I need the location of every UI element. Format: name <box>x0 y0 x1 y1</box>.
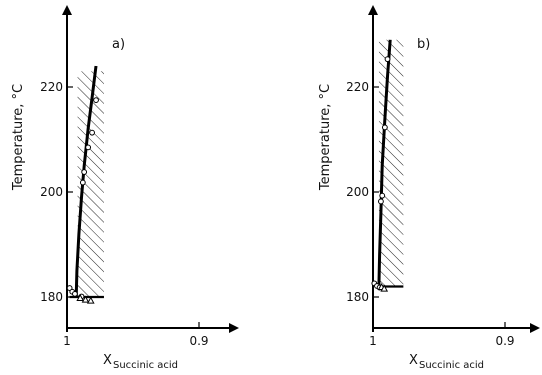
x-axis-title: X <box>409 353 418 368</box>
circle-point <box>379 192 386 199</box>
circle-point <box>89 129 95 136</box>
circle-point <box>81 169 88 175</box>
x-tick-label: 0.9 <box>189 334 208 348</box>
triangle-point <box>86 296 95 304</box>
liquidus-curve <box>377 39 392 287</box>
x-tick-label: 1 <box>63 334 71 348</box>
x-axis-title-subscript: Succinic acid <box>419 360 484 371</box>
panel-label: b) <box>417 37 430 52</box>
y-axis-title: Temperature, °C <box>11 84 26 191</box>
series-triangles <box>76 294 95 304</box>
y-axis-title: Temperature, °C <box>318 84 333 191</box>
triangle-point <box>380 284 389 292</box>
x-tick-label: 1 <box>369 334 377 348</box>
x-axis-title-subscript: Succinic acid <box>113 360 178 371</box>
y-tick-label: 180 <box>40 290 63 304</box>
x-axis: 1 0.9 <box>369 322 540 348</box>
circle-point <box>79 179 86 186</box>
circle-point <box>93 97 99 104</box>
triangle-point <box>76 294 85 302</box>
x-tick-label: 0.9 <box>495 334 514 348</box>
y-tick-label: 220 <box>40 80 63 94</box>
y-tick-label: 200 <box>40 185 63 199</box>
y-axis: 180 200 220 <box>346 5 379 332</box>
series-triangles <box>377 282 389 292</box>
triangle-point <box>81 295 90 303</box>
x-axis: 1 0.9 <box>63 322 239 348</box>
circle-point <box>72 290 78 297</box>
y-axis: 180 200 220 <box>40 5 73 332</box>
y-tick-label: 220 <box>346 80 369 94</box>
circle-point <box>384 56 391 63</box>
circle-point <box>85 144 92 151</box>
circle-point <box>381 124 388 131</box>
y-tick-label: 200 <box>346 185 369 199</box>
panel-label: a) <box>112 37 125 52</box>
x-axis-title: X <box>103 353 112 368</box>
circle-point <box>378 198 384 205</box>
y-tick-label: 180 <box>346 290 369 304</box>
series-curve <box>377 39 392 287</box>
